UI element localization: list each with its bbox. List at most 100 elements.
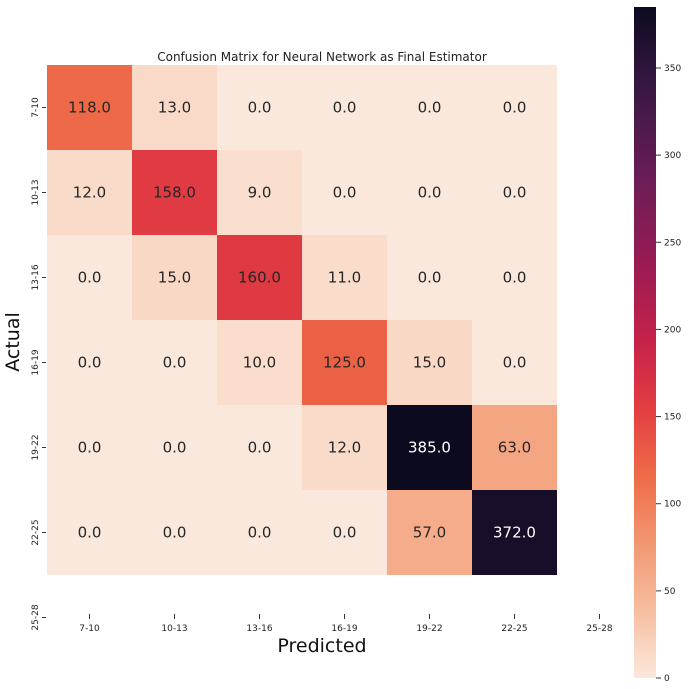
x-tick-label: 16-19: [331, 624, 357, 634]
heatmap-cell: [302, 65, 387, 150]
y-tick-label: 19-22: [31, 434, 41, 460]
heatmap-cell: [472, 65, 557, 150]
cell-value-label: 372.0: [493, 524, 536, 542]
x-tick-label: 19-22: [416, 624, 442, 634]
heatmap-cell: [132, 405, 217, 490]
y-tick-label: 22-25: [31, 519, 41, 545]
cell-value-label: 9.0: [248, 184, 272, 202]
cell-value-label: 0.0: [333, 99, 357, 117]
cell-value-label: 0.0: [503, 99, 527, 117]
cell-value-label: 12.0: [73, 184, 106, 202]
x-tick-label: 25-28: [586, 624, 612, 634]
cell-value-label: 125.0: [323, 354, 366, 372]
heatmap-cell: [217, 150, 302, 235]
y-tick-label: 13-16: [31, 264, 41, 290]
heatmap-cell: [387, 320, 472, 405]
cell-value-label: 0.0: [503, 354, 527, 372]
heatmap-cell: [387, 235, 472, 320]
heatmap-cell: [217, 65, 302, 150]
heatmap-cell: [302, 235, 387, 320]
cell-value-label: 0.0: [163, 354, 187, 372]
y-axis-ticks: 7-10 10-13 13-16 16-19 19-22 22-25 25-28: [31, 97, 46, 631]
y-tick-label: 7-10: [31, 97, 41, 118]
colorbar: [634, 7, 656, 678]
colorbar-tick-label: 50: [664, 587, 676, 597]
cell-value-label: 13.0: [158, 99, 191, 117]
heatmap-cell: [132, 235, 217, 320]
cell-value-label: 0.0: [248, 524, 272, 542]
cell-value-label: 160.0: [238, 269, 281, 287]
cell-value-label: 15.0: [158, 269, 191, 287]
x-axis-label: Predicted: [277, 635, 366, 657]
cell-value-label: 10.0: [243, 354, 276, 372]
heatmap-cells: 118.0 13.0 0.0 0.0 0.0 0.0 12.0 158.0 9.0 0.0 0.0 0…: [47, 65, 557, 575]
cell-value-label: 385.0: [408, 439, 451, 457]
colorbar-tick-label: 300: [664, 151, 681, 161]
heatmap-cell: [47, 320, 132, 405]
cell-value-label: 12.0: [328, 439, 361, 457]
x-tick-label: 7-10: [79, 624, 100, 634]
x-tick-label: 22-25: [501, 624, 527, 634]
y-tick-label: 16-19: [31, 349, 41, 375]
heatmap-cell: [387, 150, 472, 235]
heatmap-cell: [47, 150, 132, 235]
cell-value-label: 0.0: [503, 184, 527, 202]
cell-value-label: 118.0: [68, 99, 111, 117]
heatmap-cell: [217, 490, 302, 575]
colorbar-tick-label: 0: [664, 674, 670, 684]
heatmap-cell: [47, 490, 132, 575]
heatmap-cell: [472, 490, 557, 575]
y-axis-label: Actual: [2, 312, 24, 372]
chart-title: Confusion Matrix for Neural Network as F…: [157, 50, 487, 64]
colorbar-tick-label: 200: [664, 325, 681, 335]
heatmap-cell: [47, 235, 132, 320]
cell-value-label: 63.0: [498, 439, 531, 457]
heatmap-cell: [47, 65, 132, 150]
cell-value-label: 11.0: [328, 269, 361, 287]
heatmap-cell: [472, 150, 557, 235]
cell-value-label: 0.0: [163, 524, 187, 542]
heatmap-cell: [132, 320, 217, 405]
cell-value-label: 0.0: [418, 184, 442, 202]
heatmap-cell: [472, 235, 557, 320]
y-tick-label: 10-13: [31, 179, 41, 205]
cell-value-label: 0.0: [78, 354, 102, 372]
cell-value-label: 0.0: [418, 99, 442, 117]
colorbar-tick-label: 100: [664, 500, 681, 510]
cell-value-label: 0.0: [333, 524, 357, 542]
x-tick-label: 13-16: [246, 624, 272, 634]
cell-value-label: 0.0: [418, 269, 442, 287]
heatmap-cell: [387, 490, 472, 575]
cell-value-label: 57.0: [413, 524, 446, 542]
cell-value-label: 0.0: [78, 524, 102, 542]
cell-value-label: 0.0: [248, 439, 272, 457]
colorbar-tick-label: 150: [664, 413, 681, 423]
x-axis-ticks: 7-10 10-13 13-16 16-19 19-22 22-25 25-28: [79, 614, 613, 634]
heatmap-cell: [472, 320, 557, 405]
heatmap-cell: [217, 405, 302, 490]
cell-value-label: 0.0: [78, 439, 102, 457]
heatmap-cell: [217, 320, 302, 405]
colorbar-tick-label: 250: [664, 238, 681, 248]
cell-value-label: 0.0: [248, 99, 272, 117]
heatmap-cell: [217, 235, 302, 320]
cell-value-label: 0.0: [78, 269, 102, 287]
cell-value-label: 15.0: [413, 354, 446, 372]
cell-value-label: 0.0: [163, 439, 187, 457]
heatmap-cell: [47, 405, 132, 490]
heatmap-cell: [302, 405, 387, 490]
heatmap-cell: [387, 405, 472, 490]
heatmap-cell: [132, 150, 217, 235]
heatmap-cell: [302, 150, 387, 235]
cell-value-label: 0.0: [333, 184, 357, 202]
cell-value-label: 0.0: [503, 269, 527, 287]
heatmap-cell: [302, 490, 387, 575]
y-tick-label: 25-28: [31, 604, 41, 630]
cell-value-label: 158.0: [153, 184, 196, 202]
heatmap-cell: [132, 65, 217, 150]
heatmap-cell: [472, 405, 557, 490]
colorbar-tick-label: 350: [664, 64, 681, 74]
heatmap-cell: [302, 320, 387, 405]
colorbar-ticks: 0 50 100 150 200 250 300 350: [656, 64, 681, 684]
